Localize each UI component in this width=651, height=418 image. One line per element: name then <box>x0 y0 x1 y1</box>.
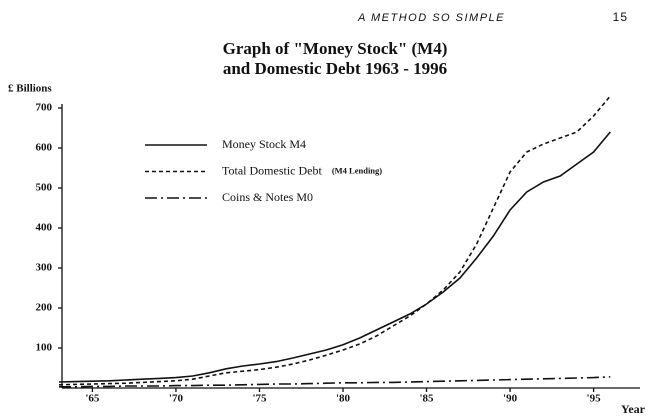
series-line <box>59 376 611 388</box>
y-tick-label: 100 <box>36 342 53 354</box>
chart-title: Graph of "Money Stock" (M4) <box>223 39 448 58</box>
chart-title: and Domestic Debt 1963 - 1996 <box>223 59 447 78</box>
y-tick-label: 400 <box>36 222 53 234</box>
y-tick-label: 500 <box>36 182 53 194</box>
x-tick-label: '95 <box>587 393 602 405</box>
y-tick-label: 300 <box>36 262 53 274</box>
x-tick-label: '90 <box>503 393 518 405</box>
x-tick-label: '65 <box>85 393 100 405</box>
x-tick-label: '70 <box>169 393 184 405</box>
series-line <box>58 131 611 383</box>
y-axis-label: £ Billions <box>8 83 52 95</box>
page-number: 15 <box>613 10 628 24</box>
x-tick-label: '80 <box>336 393 351 405</box>
legend-note: (M4 Lending) <box>332 165 382 175</box>
series-line <box>58 95 611 386</box>
x-axis-label: Year <box>621 402 646 416</box>
legend-label: Coins & Notes M0 <box>222 190 313 204</box>
y-tick-label: 200 <box>36 302 53 314</box>
legend-label: Total Domestic Debt <box>222 163 322 177</box>
y-tick-label: 600 <box>36 142 53 154</box>
x-tick-label: '85 <box>419 393 434 405</box>
x-tick-label: '75 <box>252 393 267 405</box>
legend-label: Money Stock M4 <box>222 137 306 151</box>
running-title: A METHOD SO SIMPLE <box>357 12 505 24</box>
y-tick-label: 700 <box>36 102 53 114</box>
